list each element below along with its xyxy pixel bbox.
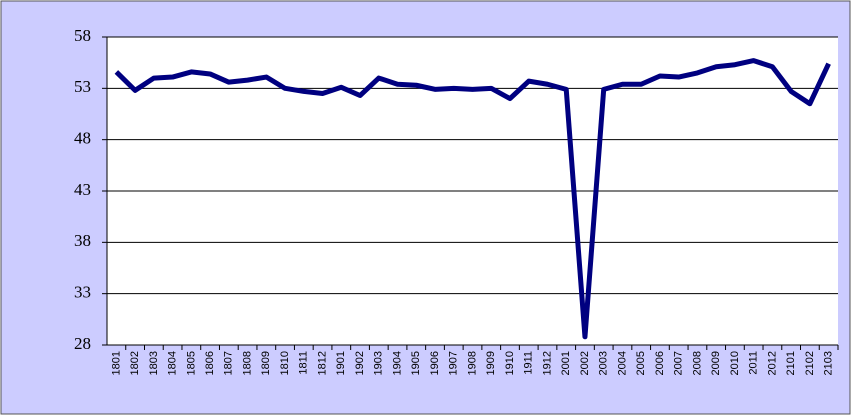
x-tick-label: 2103 [823, 351, 835, 375]
x-tick-label: 1809 [260, 351, 272, 375]
x-tick-label: 1810 [279, 351, 291, 375]
x-tick-label: 1910 [504, 351, 516, 375]
x-tick-label: 2102 [804, 351, 816, 375]
y-tick-label: 48 [74, 129, 91, 148]
x-tick-label: 2011 [748, 351, 760, 375]
x-tick-label: 1811 [298, 351, 310, 375]
x-tick-label: 2003 [598, 351, 610, 375]
x-tick-label: 1806 [204, 351, 216, 375]
x-tick-label: 1812 [316, 351, 328, 375]
x-tick-label: 1904 [391, 351, 403, 375]
x-tick-label: 2002 [579, 351, 591, 375]
x-tick-label: 1906 [429, 351, 441, 375]
x-tick-label: 1801 [110, 351, 122, 375]
x-tick-label: 2001 [560, 351, 572, 375]
y-tick-label: 43 [74, 180, 91, 199]
x-tick-label: 2005 [635, 351, 647, 375]
y-tick-label: 33 [74, 283, 91, 302]
x-tick-label: 1808 [241, 351, 253, 375]
x-tick-label: 2007 [673, 351, 685, 375]
line-series [114, 58, 831, 340]
x-tick-label: 1805 [185, 351, 197, 375]
x-tick-label: 2004 [616, 351, 628, 375]
x-tick-label: 1912 [541, 351, 553, 375]
x-tick-label: 2009 [710, 351, 722, 375]
x-tick-label: 1908 [466, 351, 478, 375]
y-tick-label: 38 [74, 231, 91, 250]
x-tick-label: 1804 [167, 351, 179, 375]
y-tick-label: 53 [74, 77, 91, 96]
x-tick-label: 2012 [766, 351, 778, 375]
y-tick-label: 28 [74, 334, 91, 353]
x-tick-label: 1907 [448, 351, 460, 375]
x-tick-label: 1902 [354, 351, 366, 375]
x-tick-label: 1905 [410, 351, 422, 375]
x-tick-label: 2010 [729, 351, 741, 375]
x-tick-label: 1909 [485, 351, 497, 375]
x-tick-label: 1901 [335, 351, 347, 375]
x-tick-label: 1803 [148, 351, 160, 375]
x-tick-label: 1903 [373, 351, 385, 375]
x-tick-label: 1911 [523, 351, 535, 375]
x-tick-label: 2006 [654, 351, 666, 375]
x-tick-label: 1802 [129, 351, 141, 375]
x-tick-label: 1807 [223, 351, 235, 375]
y-tick-label: 58 [74, 26, 91, 45]
x-tick-label: 2101 [785, 351, 797, 375]
x-tick-label: 2008 [691, 351, 703, 375]
